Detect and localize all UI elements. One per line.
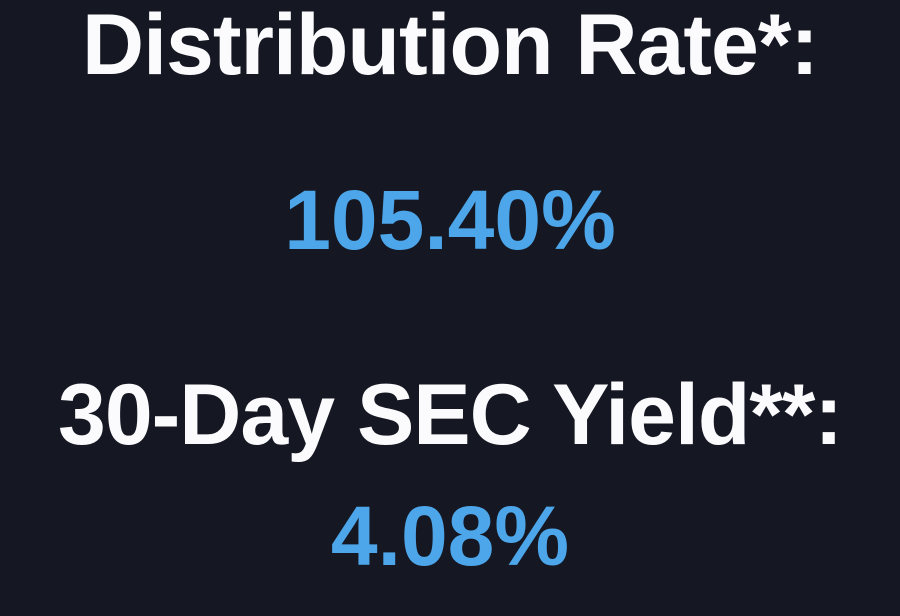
distribution-rate-value: 105.40% xyxy=(284,173,616,267)
sec-yield-value: 4.08% xyxy=(330,489,570,583)
distribution-rate-stat: Distribution Rate*: 105.40% xyxy=(0,0,900,262)
sec-yield-stat: 30-Day SEC Yield**: 4.08% xyxy=(0,372,900,578)
distribution-rate-label: Distribution Rate*: xyxy=(82,0,819,93)
sec-yield-label: 30-Day SEC Yield**: xyxy=(57,367,843,463)
